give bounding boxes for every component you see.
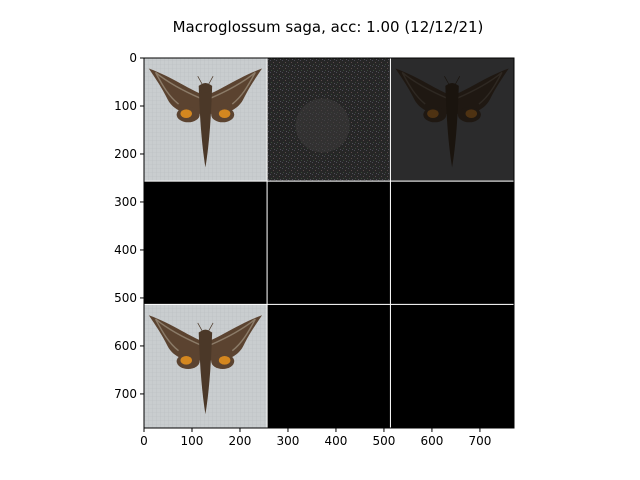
noise-blob — [295, 98, 350, 153]
x-tick-label: 500 — [372, 434, 395, 448]
y-tick-label: 300 — [114, 195, 137, 209]
tile-r1-c2 — [390, 181, 514, 305]
x-tick-label: 0 — [140, 434, 148, 448]
plot-area — [143, 57, 515, 429]
y-tick-label: 600 — [114, 339, 137, 353]
image-tiles — [144, 58, 514, 428]
tile-background — [390, 304, 514, 428]
y-tick-label: 200 — [114, 147, 137, 161]
tile-r1-c1 — [267, 181, 391, 305]
tile-r2-c1 — [267, 304, 391, 428]
x-tick-label: 700 — [468, 434, 491, 448]
tile-r0-c1 — [267, 58, 391, 181]
y-tick-label: 500 — [114, 291, 137, 305]
tile-background — [144, 181, 267, 305]
chart-title: Macroglossum saga, acc: 1.00 (12/12/21) — [173, 18, 484, 36]
tile-r2-c0 — [144, 304, 267, 428]
y-tick-label: 100 — [114, 99, 137, 113]
x-tick-label: 300 — [277, 434, 300, 448]
x-tick-label: 100 — [181, 434, 204, 448]
tile-background — [390, 181, 514, 305]
tile-separators — [144, 58, 514, 428]
tile-background — [267, 181, 391, 305]
x-tick-label: 200 — [229, 434, 252, 448]
x-tick-label: 400 — [325, 434, 348, 448]
x-axis: 0 100 200 300 400 500 600 700 — [140, 428, 491, 448]
tile-r0-c2 — [390, 58, 514, 181]
y-tick-label: 400 — [114, 243, 137, 257]
x-tick-label: 600 — [420, 434, 443, 448]
axes-frame — [143, 57, 515, 429]
y-tick-label: 0 — [129, 51, 137, 65]
y-tick-label: 700 — [114, 387, 137, 401]
tile-r1-c0 — [144, 181, 267, 305]
tile-r0-c0 — [144, 58, 267, 181]
tile-r2-c2 — [390, 304, 514, 428]
tile-background — [267, 304, 391, 428]
y-axis: 0 100 200 300 400 500 600 700 — [114, 51, 144, 401]
